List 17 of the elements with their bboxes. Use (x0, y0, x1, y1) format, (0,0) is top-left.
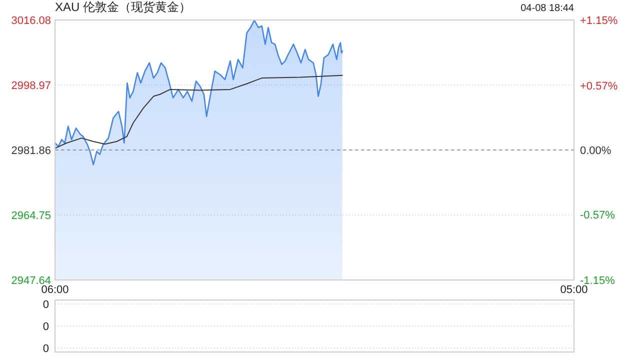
y2-tick-label: +1.15% (580, 14, 618, 27)
y2-tick-label: 0.00% (580, 144, 612, 157)
y-tick-label: 2947.64 (11, 274, 51, 287)
text: 0 (42, 298, 49, 311)
x-tick-label: 05:00 (560, 284, 588, 296)
y-tick-label: 3016.08 (11, 14, 51, 27)
y2-tick-label: -1.15% (580, 274, 616, 287)
text: 0 (42, 320, 49, 333)
x-tick-label: 06:00 (41, 284, 69, 296)
text: 0 (42, 342, 49, 355)
y2-tick-label: +0.57% (580, 80, 618, 92)
y2-tick-label: -0.57% (580, 209, 616, 222)
y-tick-label: 2998.97 (11, 80, 51, 92)
chart-title: XAU 伦敦金（现货黄金） (55, 0, 192, 14)
y-tick-label: 2964.75 (11, 210, 51, 222)
y-tick-label: 2981.86 (11, 144, 51, 157)
chart-subtitle: 04-08 18:44 (520, 3, 574, 14)
